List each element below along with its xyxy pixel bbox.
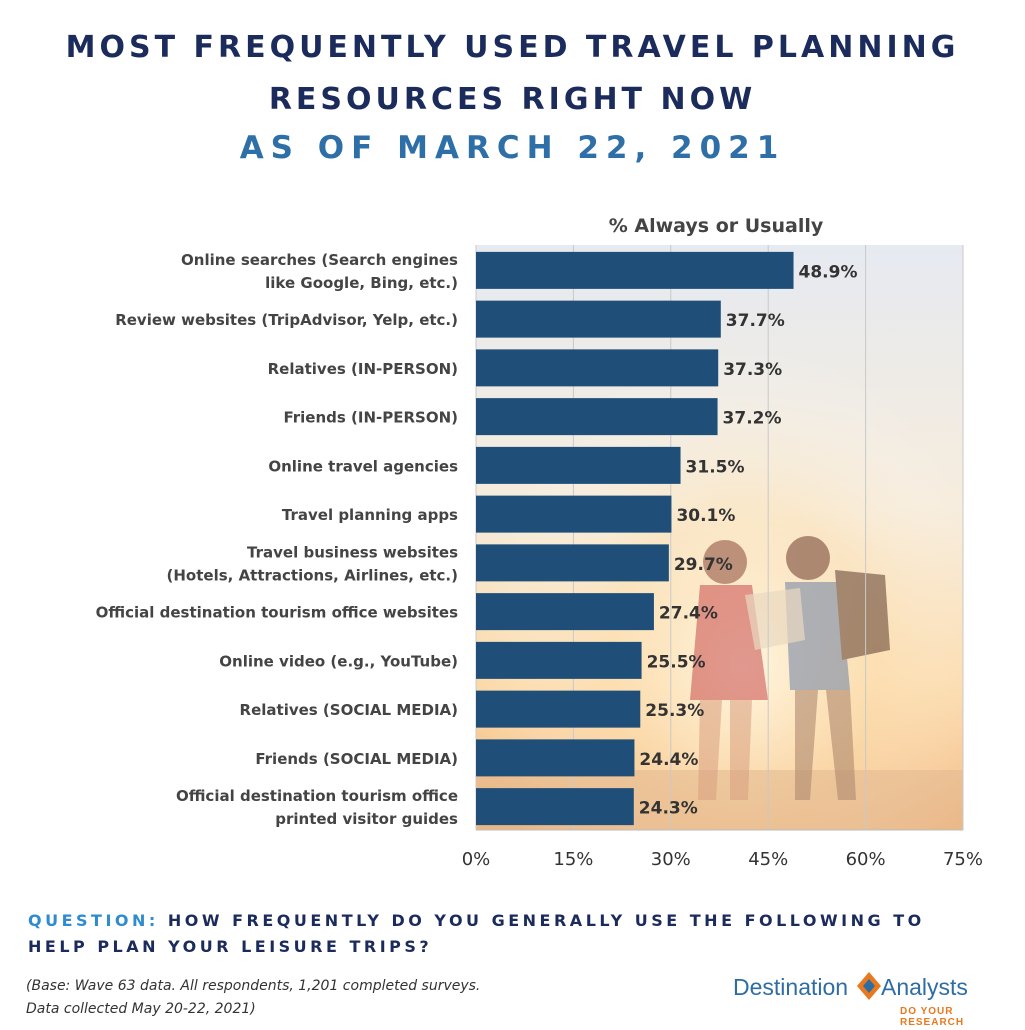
- bars-group: 48.9% 37.7% 37.3% 37.2% 31.5% 30.1% 29.7% 27.4%…: [476, 251, 858, 826]
- bar-chart: 48.9% 37.7% 37.3% 37.2% 31.5% 30.1% 29.7% 27.4%…: [96, 215, 983, 870]
- bar-9: [476, 690, 641, 728]
- value-label-5: 30.1%: [676, 506, 735, 526]
- category-label-0-line1: Online searches (Search engines: [181, 251, 458, 269]
- bar-1: [476, 300, 721, 338]
- base-note: (Base: Wave 63 data. All respondents, 1,…: [26, 975, 480, 1021]
- x-tick-label-2: 30%: [651, 849, 691, 870]
- chart-subtitle: AS OF MARCH 22, 2021: [239, 130, 786, 166]
- question-body: HOW FREQUENTLY DO YOU GENERALLY USE THE …: [28, 911, 925, 956]
- bar-7: [476, 593, 654, 631]
- bar-8: [476, 641, 642, 679]
- gridlines: [475, 245, 964, 831]
- x-tick-label-3: 45%: [748, 849, 788, 870]
- bar-4: [476, 446, 681, 484]
- question-text: QUESTION: HOW FREQUENTLY DO YOU GENERALL…: [28, 908, 988, 960]
- value-label-11: 24.3%: [639, 799, 698, 819]
- value-label-4: 31.5%: [686, 457, 745, 477]
- value-label-3: 37.2%: [723, 409, 782, 429]
- category-label-10: Friends (SOCIAL MEDIA): [255, 750, 458, 768]
- bar-0: [476, 251, 794, 289]
- x-tick-label-4: 60%: [846, 849, 886, 870]
- category-label-7: Official destination tourism office webs…: [96, 604, 458, 622]
- category-label-3: Friends (IN-PERSON): [283, 409, 458, 427]
- bar-2: [476, 349, 719, 387]
- value-label-0: 48.9%: [799, 262, 858, 282]
- chart-title-line1: MOST FREQUENTLY USED TRAVEL PLANNING: [65, 30, 960, 65]
- bar-6: [476, 544, 669, 582]
- value-label-7: 27.4%: [659, 604, 718, 624]
- logo-word2: Analysts: [881, 974, 968, 1000]
- category-labels-group: Online searches (Search engines like Goog…: [96, 251, 458, 828]
- value-label-8: 25.5%: [647, 652, 706, 672]
- category-label-11-line1: Official destination tourism office: [176, 787, 458, 805]
- bar-3: [476, 398, 718, 436]
- value-label-6: 29.7%: [674, 555, 733, 575]
- category-label-4: Online travel agencies: [268, 457, 458, 475]
- category-label-11-line2: printed visitor guides: [275, 810, 458, 828]
- bar-11: [476, 788, 634, 826]
- bar-10: [476, 739, 635, 777]
- question-label: QUESTION:: [28, 911, 159, 930]
- category-label-9: Relatives (SOCIAL MEDIA): [240, 701, 458, 719]
- x-tick-label-0: 0%: [462, 849, 491, 870]
- bar-5: [476, 495, 672, 533]
- value-label-1: 37.7%: [726, 311, 785, 331]
- category-label-8: Online video (e.g., YouTube): [219, 652, 458, 670]
- photo-map: [745, 588, 805, 650]
- x-tick-label-1: 15%: [553, 849, 593, 870]
- category-label-6-line2: (Hotels, Attractions, Airlines, etc.): [167, 566, 458, 584]
- logo-word1: Destination: [733, 974, 849, 1000]
- chart-title-line2: RESOURCES RIGHT NOW: [268, 82, 757, 117]
- category-label-5: Travel planning apps: [282, 506, 458, 524]
- category-label-1: Review websites (TripAdvisor, Yelp, etc.…: [115, 311, 458, 329]
- series-label: % Always or Usually: [609, 215, 824, 237]
- category-label-6-line1: Travel business websites: [247, 543, 458, 561]
- base-note-line1: (Base: Wave 63 data. All respondents, 1,…: [26, 978, 481, 994]
- category-label-2: Relatives (IN-PERSON): [268, 360, 458, 378]
- destination-analysts-logo: Destination Analysts DO YOUR RESEARCH: [733, 968, 1013, 1028]
- x-axis-ticks-group: 0% 15% 30% 45% 60% 75%: [462, 849, 983, 870]
- value-label-2: 37.3%: [723, 360, 782, 380]
- base-note-line2: Data collected May 20-22, 2021): [26, 1001, 256, 1017]
- x-tick-label-5: 75%: [943, 849, 983, 870]
- category-label-0-line2: like Google, Bing, etc.): [265, 274, 458, 292]
- logo-tagline: DO YOUR RESEARCH: [900, 1006, 965, 1028]
- value-label-9: 25.3%: [645, 701, 704, 721]
- logo-diamond-icon: [857, 972, 881, 1000]
- chart-background-photo: [476, 245, 963, 830]
- value-label-10: 24.4%: [639, 750, 698, 770]
